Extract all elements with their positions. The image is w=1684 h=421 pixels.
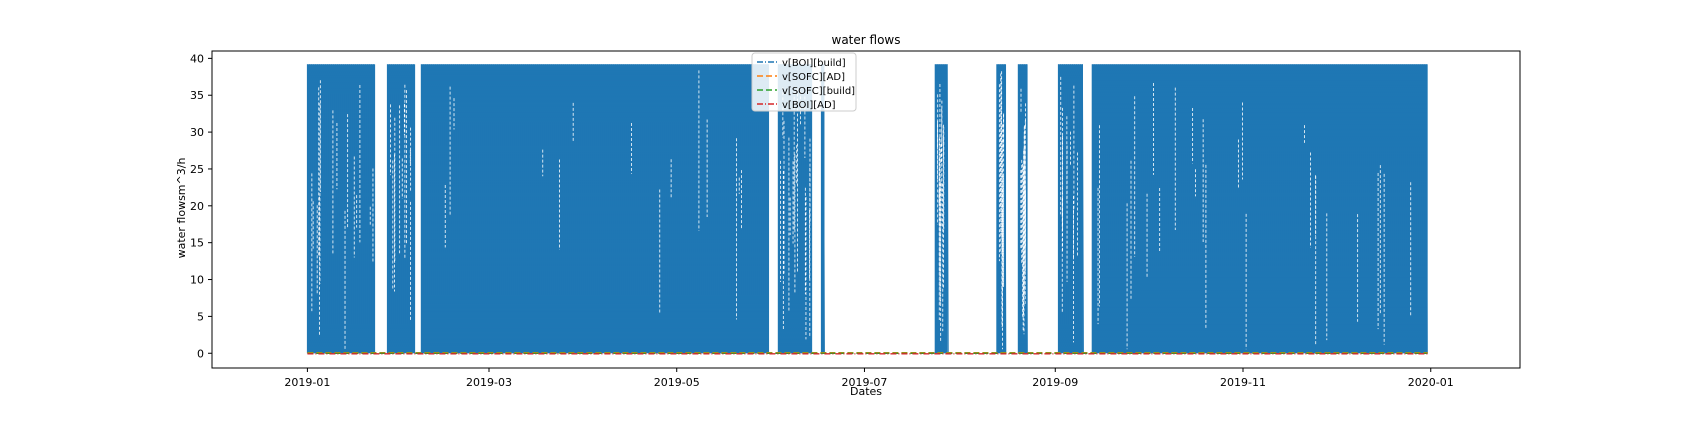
legend-label: v[BOI][AD] [782, 100, 836, 111]
plot-frame [211, 50, 1521, 369]
x-tick-label: 2019-11 [1220, 376, 1266, 389]
x-axis: 2019-01 2019-03 2019-05 2019-07 2019-09 2019-… [284, 368, 1454, 389]
y-tick-label: 40 [190, 52, 204, 65]
y-tick-label: 25 [190, 163, 204, 176]
x-axis-label: Dates [850, 385, 882, 398]
y-axis: 0 5 10 15 20 25 30 35 40 [190, 52, 212, 360]
legend: v[BOI][build] v[SOFC][AD] v[SOFC][build] v[… [751, 52, 857, 112]
x-tick-label: 2019-03 [466, 376, 512, 389]
series-oscillation [1057, 64, 1084, 354]
legend-label: v[SOFC][AD] [782, 72, 845, 83]
chart-title: water flows [832, 33, 901, 47]
y-tick-label: 5 [197, 310, 204, 323]
x-tick-label: 2019-05 [654, 376, 700, 389]
y-tick-label: 20 [190, 200, 204, 213]
x-tick-label: 2019-09 [1032, 376, 1078, 389]
y-tick-label: 30 [190, 126, 204, 139]
series-v-boi-build [306, 64, 1428, 354]
legend-label: v[SOFC][build] [782, 86, 855, 97]
y-axis-label: water flowsm^3/h [175, 158, 188, 259]
plot-area [306, 64, 1428, 355]
y-tick-label: 10 [190, 274, 204, 287]
x-tick-label: 2019-07 [841, 376, 887, 389]
series-oscillation [996, 64, 1007, 354]
series-oscillation [934, 64, 949, 354]
y-tick-label: 0 [197, 347, 204, 360]
y-tick-label: 15 [190, 237, 204, 250]
y-tick-label: 35 [190, 89, 204, 102]
legend-box [751, 52, 857, 112]
x-tick-label: 2020-01 [1408, 376, 1454, 389]
legend-label: v[BOI][build] [782, 58, 846, 69]
x-tick-label: 2019-01 [284, 376, 330, 389]
